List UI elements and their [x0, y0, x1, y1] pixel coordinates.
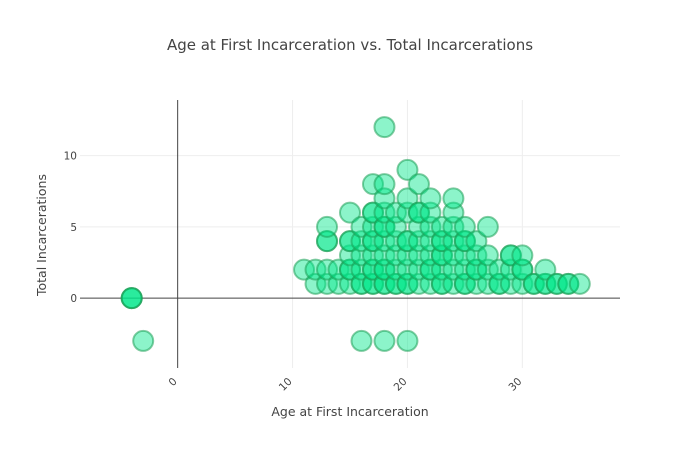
data-point — [373, 116, 396, 139]
x-axis-title: Age at First Incarceration — [271, 404, 428, 419]
data-point — [339, 230, 361, 253]
data-point — [407, 201, 430, 224]
data-point — [316, 215, 339, 238]
y-tick-label: 10 — [64, 151, 77, 163]
data-point — [316, 258, 339, 281]
data-point — [522, 272, 545, 295]
data-point — [384, 201, 407, 224]
data-point — [339, 201, 361, 224]
data-point — [407, 173, 430, 196]
data-point — [396, 230, 419, 253]
y-tick-label: 0 — [70, 293, 77, 305]
data-point — [476, 215, 499, 238]
data-points — [120, 116, 591, 352]
data-point — [511, 244, 534, 267]
data-point — [396, 187, 419, 210]
data-point — [568, 272, 591, 295]
data-point — [396, 158, 419, 181]
zero-lines — [80, 100, 620, 368]
chart-title: Age at First Incarceration vs. Total Inc… — [167, 36, 533, 54]
data-point — [350, 215, 373, 238]
data-point — [442, 187, 465, 210]
data-point — [488, 258, 511, 281]
data-point — [430, 215, 453, 238]
data-point — [453, 215, 476, 238]
data-point — [545, 272, 568, 295]
data-point — [293, 258, 316, 281]
data-point — [373, 173, 396, 196]
data-point — [534, 258, 557, 281]
data-point — [373, 329, 396, 352]
data-point — [361, 173, 384, 196]
data-point — [120, 287, 143, 310]
data-point — [419, 187, 442, 210]
data-point — [557, 272, 580, 295]
data-point — [304, 258, 327, 281]
data-point — [465, 230, 488, 253]
grid-layer — [80, 100, 620, 368]
data-point — [327, 258, 350, 281]
data-point — [132, 329, 155, 352]
data-point — [350, 329, 373, 352]
y-axis-title: Total Incarcerations — [34, 174, 49, 297]
y-tick-label: 5 — [70, 222, 77, 234]
data-point — [396, 329, 419, 352]
data-point — [361, 201, 384, 224]
data-point — [476, 244, 499, 267]
data-point — [499, 244, 522, 267]
